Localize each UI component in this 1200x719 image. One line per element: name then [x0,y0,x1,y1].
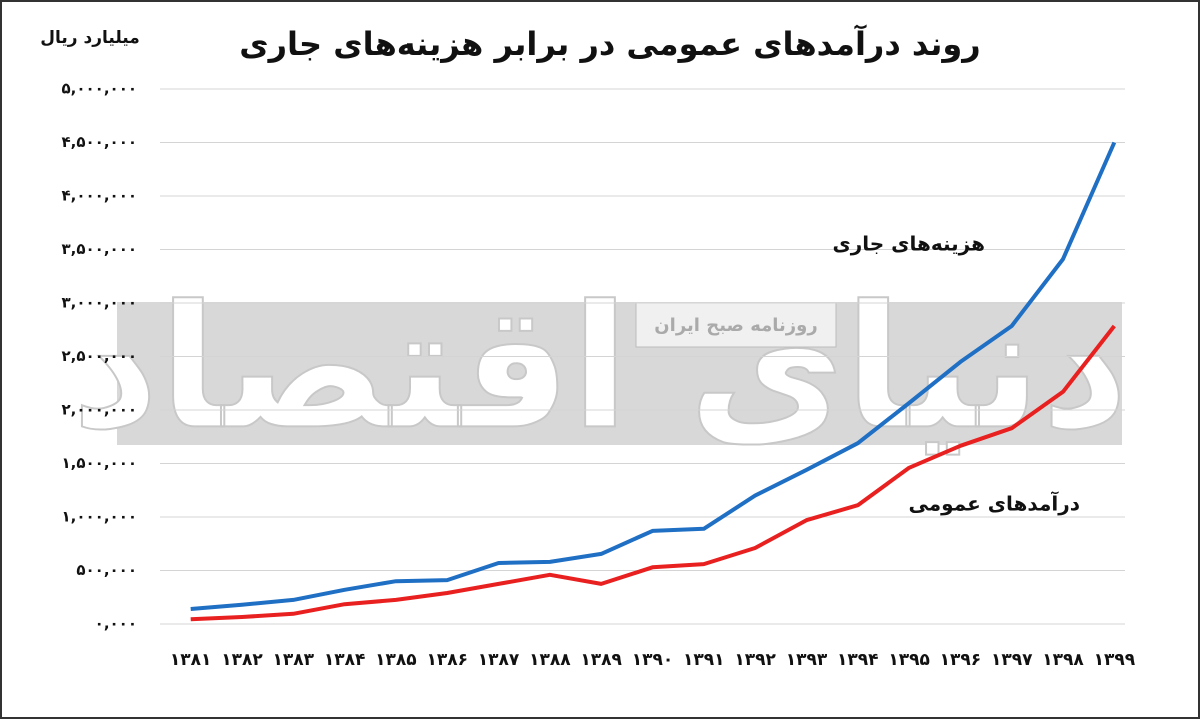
x-tick-label: ۱۳۹۴ [837,650,879,670]
x-tick-label: ۱۳۸۸ [529,650,571,670]
x-tick-label: ۱۳۹۹ [1094,650,1136,670]
watermark-tagline: روزنامه صبح ایران [654,315,817,336]
y-tick-label: ۰,۰۰۰ [95,615,137,633]
x-tick-label: ۱۳۹۳ [786,650,828,670]
y-tick-label: ۱,۵۰۰,۰۰۰ [62,454,137,472]
series-label: هزینه‌های جاری [832,232,985,256]
y-tick-label: ۵,۰۰۰,۰۰۰ [62,80,137,98]
y-axis-label: میلیارد ریال [40,28,139,48]
x-tick-label: ۱۳۹۶ [940,650,982,670]
y-tick-label: ۱,۰۰۰,۰۰۰ [62,508,137,526]
x-tick-label: ۱۳۹۸ [1042,650,1084,670]
x-tick-label: ۱۳۹۲ [734,650,776,670]
x-tick-label: ۱۳۸۶ [426,650,468,670]
y-tick-label: ۴,۵۰۰,۰۰۰ [62,133,137,151]
series-line [190,324,1116,622]
watermark-logo: دنیای اقتصاد [72,269,1129,467]
watermark-band [117,302,1122,445]
y-tick-label: ۴,۰۰۰,۰۰۰ [62,187,137,205]
x-tick-label: ۱۳۸۷ [478,650,520,670]
x-tick-label: ۱۳۹۱ [683,650,725,670]
x-tick-label: ۱۳۸۳ [273,650,315,670]
x-tick-label: ۱۳۸۹ [580,650,622,670]
series-label: درآمدهای عمومی [909,491,1080,516]
x-tick-label: ۱۳۸۴ [324,650,366,670]
x-tick-label: ۱۳۸۲ [221,650,263,670]
y-tick-label: ۳,۰۰۰,۰۰۰ [62,294,137,312]
y-tick-label: ۵۰۰,۰۰۰ [76,561,137,579]
y-tick-label: ۲,۰۰۰,۰۰۰ [62,401,137,419]
x-tick-label: ۱۳۸۱ [170,650,212,670]
y-tick-label: ۲,۵۰۰,۰۰۰ [62,347,137,365]
x-tick-label: ۱۳۹۰ [632,650,674,670]
x-tick-label: ۱۳۸۵ [375,650,417,670]
x-tick-label: ۱۳۹۷ [991,650,1033,670]
y-tick-label: ۳,۵۰۰,۰۰۰ [62,240,137,258]
series-line [190,141,1117,611]
chart-title: روند درآمدهای عمومی در برابر هزینه‌های ج… [239,24,980,63]
x-tick-label: ۱۳۹۵ [888,650,930,670]
